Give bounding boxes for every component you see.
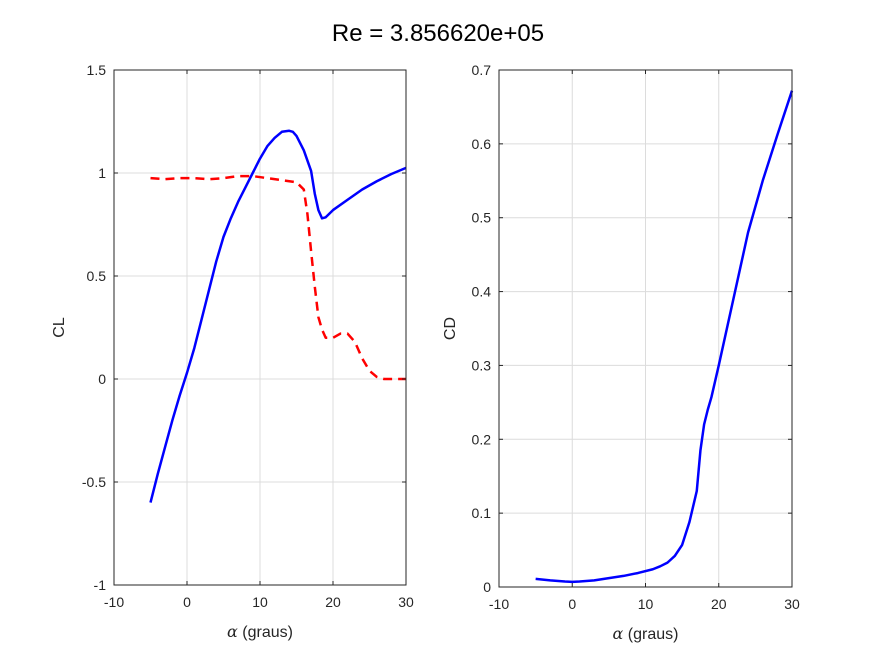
cl-x-axis-label-symbol: α [227,622,238,641]
cd-y-tick-label: 0.3 [472,357,492,373]
cl-y-tick-label: -0.5 [82,474,106,490]
figure-title: Re = 3.856620e+05 [332,20,544,47]
cd-y-tick-label: 0.6 [472,136,492,152]
cl-series-dashed-line [150,174,406,381]
cl-y-tick-label: 0.5 [87,268,107,284]
cl-x-tick-label: 10 [252,594,268,610]
cl-y-tick-label: 1 [98,165,106,181]
cd-y-tick-label: 0 [483,579,491,595]
cd-x-tick-label: 10 [638,596,654,612]
cl-x-axis-label-text: (graus) [238,624,293,641]
cd-x-axis-label-symbol: α [613,624,624,643]
cd-y-axis-label: CD [442,317,459,340]
cd-series-solid-line [535,90,794,584]
cl-series-solid-line [149,129,407,503]
cd-x-axis-label: α (graus) [613,624,679,643]
cl-y-axis-label: CL [51,317,68,338]
cd-x-tick-label: -10 [489,596,509,612]
cd-x-tick-label: 30 [784,596,800,612]
cd-y-tick-label: 0.7 [472,62,492,78]
cd-x-tick-label: 0 [568,596,576,612]
cl-x-tick-label: -10 [104,594,124,610]
cd-x-tick-label: 20 [711,596,727,612]
cd-y-tick-label: 0.1 [472,505,492,521]
cl-x-axis-label: α (graus) [227,622,293,641]
cl-x-tick-label: 30 [398,594,414,610]
cd-y-tick-label: 0.5 [472,210,492,226]
cl-y-tick-label: 0 [98,371,106,387]
cd-y-tick-label: 0.2 [472,431,492,447]
cl-y-tick-label: 1.5 [87,62,107,78]
cl-plot: -10 0 10 20 30 -1 -0.5 0 0.5 1 1.5 α (graus) CL [51,62,414,641]
cd-y-tick-label: 0.4 [472,284,492,300]
cl-x-tick-label: 20 [325,594,341,610]
cl-y-tick-label: -1 [94,577,107,593]
cl-x-tick-label: 0 [183,594,191,610]
cd-x-axis-label-text: (graus) [623,626,678,643]
